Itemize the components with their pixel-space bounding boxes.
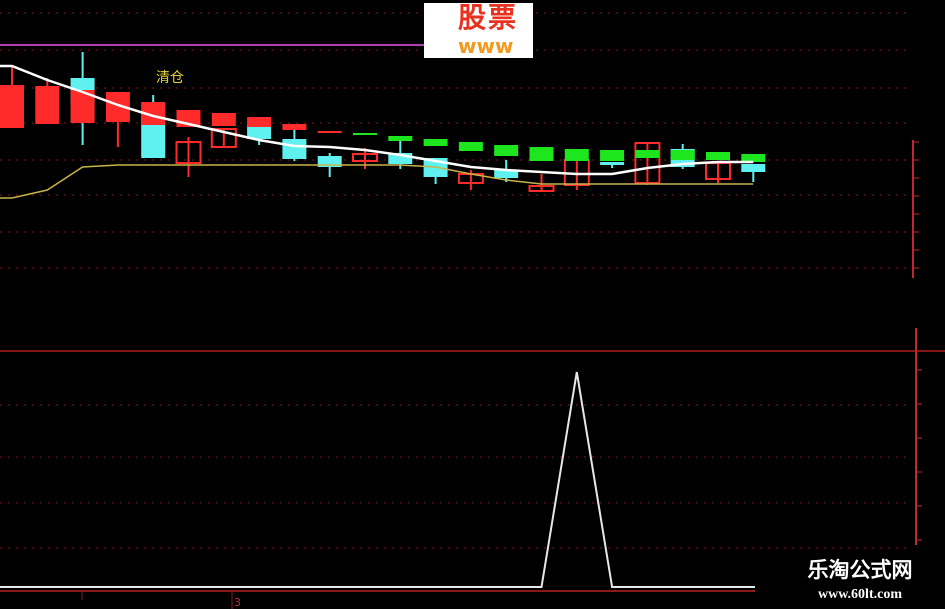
signal-bar xyxy=(741,154,766,162)
signal-bar xyxy=(282,124,307,130)
candle-body xyxy=(741,164,766,172)
logo: 股票 www xyxy=(424,3,533,58)
signal-bar xyxy=(494,145,519,156)
watermark-name: 乐淘公式网 xyxy=(807,557,913,582)
candle-body xyxy=(634,142,661,184)
signal-bar xyxy=(388,136,413,141)
candle-body xyxy=(388,153,413,164)
candle-body xyxy=(352,153,378,162)
indicator-line xyxy=(0,371,755,588)
candle-body xyxy=(175,141,202,164)
signal-bar xyxy=(564,149,589,161)
candle-body xyxy=(247,124,272,139)
candle-body xyxy=(317,156,342,167)
signal-bar xyxy=(635,150,660,158)
support-line xyxy=(0,164,754,199)
candle-body xyxy=(105,92,130,122)
logo-sub: www xyxy=(458,34,514,58)
signal-bar xyxy=(670,150,695,160)
signal-label: 清仓 xyxy=(156,70,184,86)
signal-bar xyxy=(458,142,483,151)
signal-bar xyxy=(706,152,730,160)
signal-bar xyxy=(247,117,272,127)
x-tick-label: 3 xyxy=(234,596,241,609)
candle-body xyxy=(282,139,307,159)
signal-bar xyxy=(317,131,342,133)
watermark-url: www.60lt.com xyxy=(818,587,902,602)
signal-bar xyxy=(141,102,166,125)
watermark: 乐淘公式网 www.60lt.com xyxy=(775,555,945,609)
candle-body xyxy=(210,128,237,148)
signal-bar xyxy=(353,133,377,135)
candle-body xyxy=(494,170,519,178)
candle-body xyxy=(0,85,24,128)
logo-text: 股票 xyxy=(458,3,519,34)
candle-body xyxy=(35,86,60,124)
candle-body xyxy=(528,185,555,192)
signal-bar xyxy=(529,147,554,161)
moving-average-line xyxy=(0,64,754,176)
signal-bar xyxy=(600,150,625,161)
signal-bar xyxy=(423,139,448,146)
candle-body xyxy=(600,162,625,165)
signal-bar xyxy=(211,113,236,126)
